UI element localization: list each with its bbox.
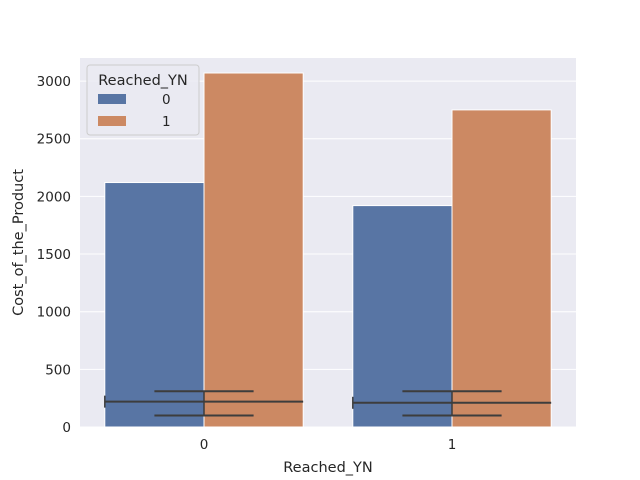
bar-series-1-cat-0 [203, 72, 304, 428]
bar-series-0-cat-1 [352, 205, 453, 428]
y-tick-label: 2500 [37, 132, 71, 148]
y-axis-ticks: 0 500 1000 1500 2000 2500 3000 [37, 74, 71, 436]
legend-swatch-1 [98, 116, 126, 126]
legend-title: Reached_YN [98, 73, 187, 89]
x-axis-label: Reached_YN [283, 460, 372, 476]
y-tick-label: 500 [45, 362, 71, 378]
x-tick-label: 1 [448, 437, 457, 453]
y-tick-label: 1500 [37, 247, 71, 263]
bar-series-0-cat-0 [104, 182, 205, 428]
legend-label: 1 [162, 114, 171, 130]
y-tick-label: 2000 [37, 189, 71, 205]
y-tick-label: 3000 [37, 74, 71, 90]
error-bars [104, 390, 552, 417]
bars [104, 72, 552, 428]
legend-label: 0 [162, 92, 171, 108]
y-tick-label: 0 [62, 420, 71, 436]
legend-swatch-0 [98, 94, 126, 104]
x-tick-label: 0 [200, 437, 209, 453]
y-axis-label: Cost_of_the_Product [11, 169, 27, 316]
bar-series-1-cat-1 [451, 109, 552, 428]
legend: Reached_YN 0 1 [86, 64, 200, 136]
y-tick-label: 1000 [37, 305, 71, 321]
